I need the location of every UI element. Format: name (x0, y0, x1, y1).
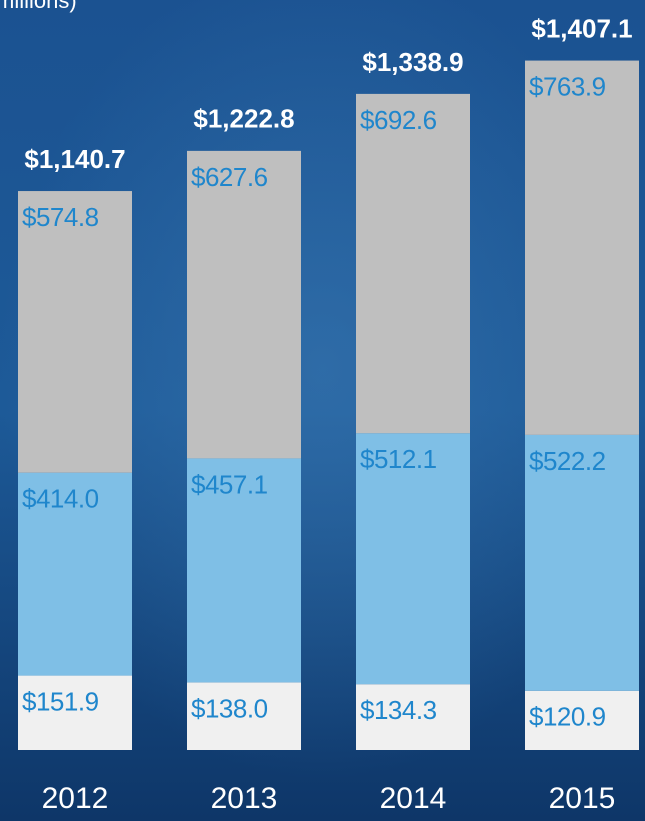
value-label: $151.9 (22, 686, 99, 716)
value-label: $692.6 (360, 105, 437, 135)
value-label: $414.0 (22, 484, 99, 514)
bar-segment (18, 191, 132, 473)
x-tick-label: 2013 (211, 782, 278, 815)
bar-segment (187, 682, 301, 750)
value-label: $457.1 (191, 469, 268, 499)
total-label: $1,338.9 (362, 47, 463, 77)
value-label: $138.0 (191, 693, 268, 723)
subtitle: millions) (0, 0, 77, 13)
bar-segment (525, 434, 639, 691)
bar-segment (356, 433, 470, 685)
total-label: $1,407.1 (531, 13, 632, 43)
bar-segment (525, 60, 639, 435)
total-label: $1,222.8 (193, 104, 294, 134)
value-label: $134.3 (360, 695, 437, 725)
x-tick-label: 2015 (549, 782, 616, 815)
bar-segment (187, 458, 301, 683)
x-tick-label: 2012 (42, 782, 109, 815)
bar-segment (356, 684, 470, 750)
value-label: $512.1 (360, 444, 437, 474)
value-label: $522.2 (529, 446, 606, 476)
bar-segment (525, 690, 639, 750)
x-tick-label: 2014 (380, 782, 447, 815)
value-label: $763.9 (529, 71, 606, 101)
bar-segment (356, 93, 470, 434)
value-label: $120.9 (529, 702, 606, 732)
total-label: $1,140.7 (24, 144, 125, 174)
value-label: $627.6 (191, 162, 268, 192)
value-label: $574.8 (22, 202, 99, 232)
bar-segment (18, 675, 132, 750)
bar-segment (187, 150, 301, 459)
bar-segment (18, 472, 132, 676)
